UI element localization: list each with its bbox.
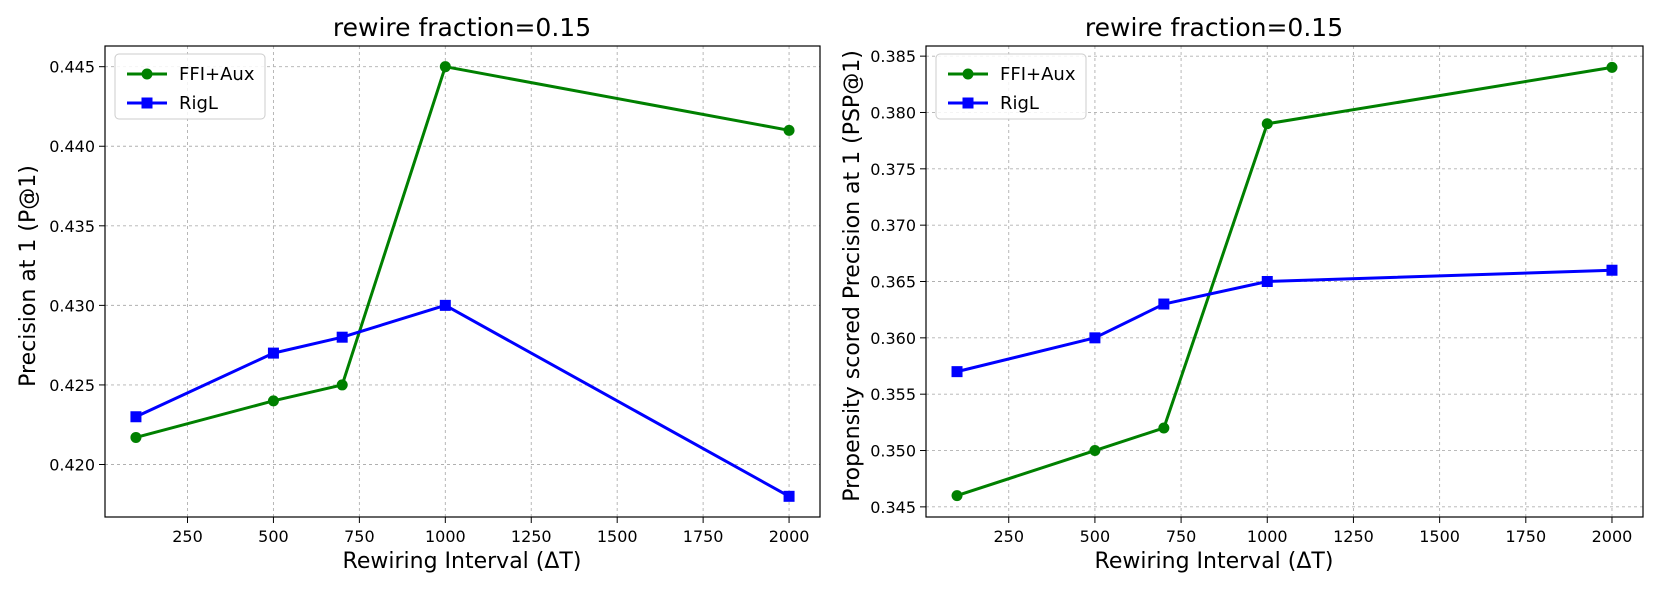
legend-marker <box>962 97 974 109</box>
y-tick-label: 0.375 <box>870 160 916 179</box>
x-tick-label: 1750 <box>1505 527 1546 546</box>
data-point <box>1606 264 1618 276</box>
y-tick-label: 0.430 <box>49 296 95 315</box>
y-tick-label: 0.345 <box>870 498 916 517</box>
series-line <box>135 65 790 439</box>
y-tick-label: 0.380 <box>870 103 916 122</box>
y-tick-label: 0.425 <box>49 376 95 395</box>
chart-title: rewire fraction=0.15 <box>333 13 591 42</box>
series-ffi-aux <box>130 61 795 443</box>
y-tick-label: 0.420 <box>49 455 95 474</box>
x-tick-label: 1250 <box>1333 527 1374 546</box>
y-tick-label: 0.355 <box>870 385 916 404</box>
chart-right: rewire fraction=0.15 Rewiring Interval (… <box>840 13 1644 574</box>
y-tick-label: 0.350 <box>870 442 916 461</box>
x-tick-label: 250 <box>993 527 1024 546</box>
legend-marker <box>962 68 974 80</box>
legend: FFI+Aux RigL <box>935 53 1087 120</box>
data-point <box>1261 276 1273 287</box>
x-axis-label: Rewiring Interval (ΔT) <box>1095 549 1334 574</box>
y-tick-label: 0.435 <box>49 217 95 236</box>
x-tick-label: 250 <box>172 527 203 546</box>
x-tick-label: 500 <box>1080 527 1111 546</box>
data-point <box>439 61 451 73</box>
series-ffi-aux <box>951 61 1618 502</box>
data-point <box>336 379 348 391</box>
plot-frame <box>104 45 821 518</box>
data-point <box>1158 422 1170 434</box>
grid <box>105 46 820 517</box>
series-rigl <box>951 264 1618 378</box>
x-tick-label: 750 <box>344 527 375 546</box>
legend-marker <box>141 68 153 80</box>
y-tick-label: 0.385 <box>870 47 916 66</box>
x-tick-label: 1500 <box>597 527 638 546</box>
series-line <box>956 268 1613 374</box>
legend-label: FFI+Aux <box>1000 64 1076 85</box>
y-axis-label: Precision at 1 (P@1) <box>16 165 41 387</box>
legend-label: FFI+Aux <box>179 64 255 85</box>
x-tick-label: 500 <box>258 527 289 546</box>
data-point <box>1089 332 1101 344</box>
plot-frame <box>925 45 1644 518</box>
legend: FFI+Aux RigL <box>114 53 266 120</box>
x-tick-label: 750 <box>1166 527 1197 546</box>
data-point <box>1158 298 1170 310</box>
y-tick-label: 0.440 <box>49 137 95 156</box>
grid <box>926 46 1643 517</box>
legend-marker <box>141 97 153 109</box>
x-tick-label: 2000 <box>1592 527 1633 546</box>
data-point <box>783 124 795 136</box>
data-point <box>1261 118 1273 130</box>
data-point <box>267 347 279 359</box>
x-tick-label: 2000 <box>769 527 810 546</box>
chart-left: rewire fraction=0.15 Rewiring Interval (… <box>16 13 821 574</box>
legend-label: RigL <box>1000 93 1039 114</box>
y-tick-label: 0.445 <box>49 58 95 77</box>
data-point <box>130 431 142 443</box>
x-tick-label: 1000 <box>425 527 466 546</box>
data-point <box>267 395 279 407</box>
data-point <box>951 366 963 378</box>
data-point <box>439 299 451 311</box>
series-rigl <box>130 299 795 502</box>
data-point <box>336 331 348 343</box>
x-tick-label: 1750 <box>683 527 724 546</box>
y-axis-label: Propensity scored Precision at 1 (PSP@1) <box>840 50 865 502</box>
chart-title: rewire fraction=0.15 <box>1085 13 1343 42</box>
y-tick-label: 0.370 <box>870 216 916 235</box>
data-point <box>783 490 795 502</box>
data-point <box>951 490 963 502</box>
series-line <box>135 303 790 498</box>
legend-label: RigL <box>179 93 218 114</box>
data-point <box>130 411 142 423</box>
x-tick-label: 1250 <box>511 527 552 546</box>
x-tick-label: 1000 <box>1247 527 1288 546</box>
x-tick-label: 1500 <box>1419 527 1460 546</box>
data-point <box>1089 445 1101 457</box>
y-tick-label: 0.360 <box>870 329 916 348</box>
x-axis-label: Rewiring Interval (ΔT) <box>343 549 582 574</box>
y-tick-label: 0.365 <box>870 273 916 292</box>
data-point <box>1606 61 1618 73</box>
